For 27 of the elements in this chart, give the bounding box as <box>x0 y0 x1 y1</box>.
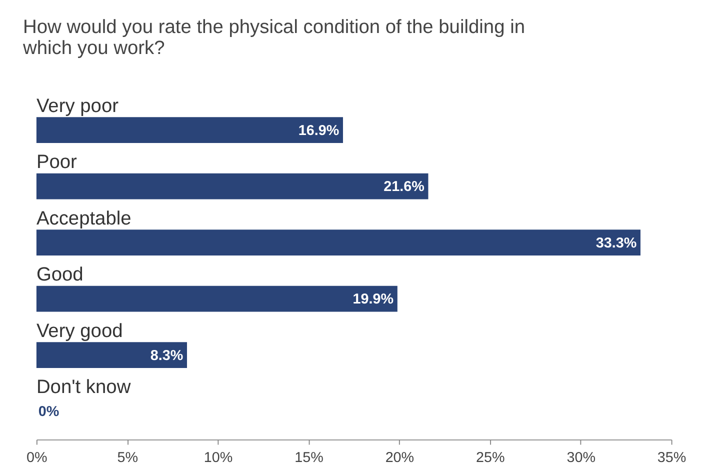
y-tick-label: Very good <box>36 320 123 342</box>
text: which you work? <box>23 38 165 60</box>
y-tick-label: Acceptable <box>36 208 132 230</box>
data-label: 21.6% <box>384 179 425 196</box>
bar <box>36 342 187 368</box>
bar <box>36 117 343 143</box>
x-tick-label: 5% <box>117 450 138 466</box>
data-label: 16.9% <box>298 122 340 139</box>
y-tick-label: Good <box>36 264 84 286</box>
x-tick-label: 20% <box>385 450 414 466</box>
bar <box>36 286 398 312</box>
bar <box>36 173 428 200</box>
text: How would you rate the physical condition of the building in <box>23 17 525 38</box>
bar <box>36 230 640 256</box>
y-tick-label: Don't know <box>36 377 131 398</box>
x-tick-label: 10% <box>204 450 233 466</box>
y-tick-label: Poor <box>36 152 78 174</box>
data-label: 33.3% <box>596 235 637 252</box>
x-tick-label: 25% <box>476 450 505 466</box>
x-tick-label: 0% <box>26 450 48 466</box>
data-label: 0% <box>38 404 60 420</box>
x-tick-label: 30% <box>566 450 596 466</box>
data-label: 8.3% <box>150 348 184 364</box>
y-tick-label: Very poor <box>36 96 120 117</box>
x-tick-label: 15% <box>294 450 324 466</box>
x-tick-label: 35% <box>657 450 686 466</box>
data-label: 19.9% <box>352 292 394 308</box>
